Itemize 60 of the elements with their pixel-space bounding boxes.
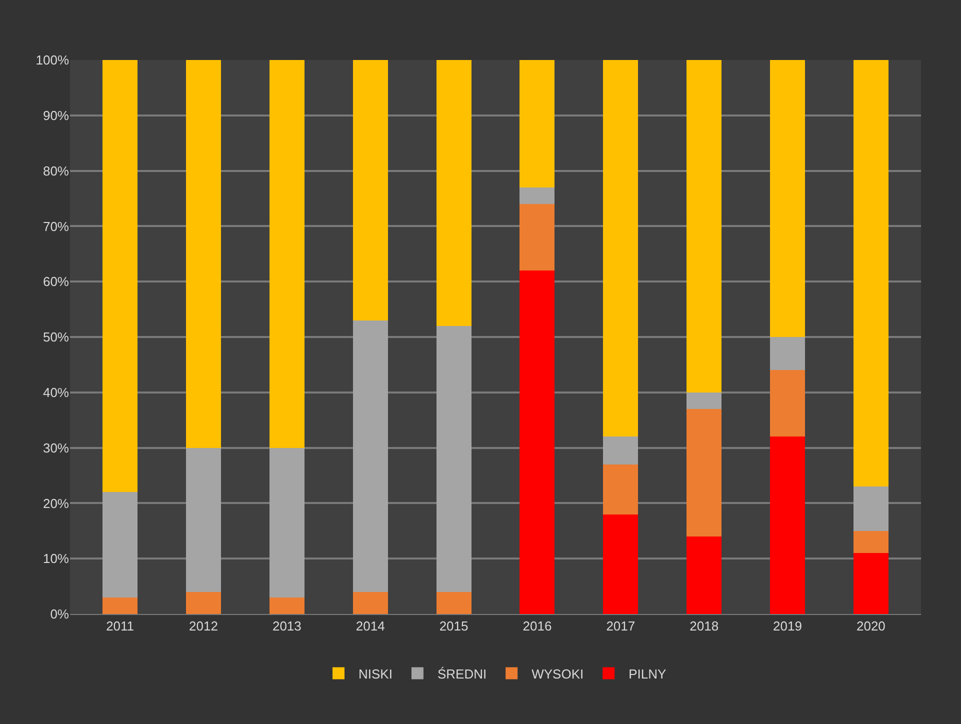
y-tick-label: 0% — [50, 606, 70, 622]
y-tick-label: 60% — [42, 274, 70, 290]
bar — [603, 514, 638, 614]
bar — [686, 409, 722, 536]
bar — [603, 60, 638, 437]
bar — [603, 436, 638, 464]
bar — [520, 270, 555, 614]
bar — [853, 60, 888, 487]
bar — [520, 204, 555, 271]
bar — [603, 464, 638, 514]
bar — [853, 486, 888, 531]
x-tick-label: 2017 — [606, 618, 636, 634]
bar — [186, 60, 222, 448]
bar — [269, 448, 304, 598]
bar — [436, 60, 472, 326]
bar — [269, 60, 304, 448]
legend-label: ŚREDNI — [437, 666, 487, 682]
y-tick-label: 100% — [36, 52, 70, 68]
bar — [352, 592, 388, 614]
x-tick-label: 2011 — [106, 618, 134, 634]
legend-label: WYSOKI — [532, 666, 584, 682]
bar — [186, 592, 222, 614]
x-tick-label: 2016 — [522, 618, 552, 634]
bar — [770, 60, 806, 337]
bar — [770, 337, 806, 370]
x-tick-label: 2015 — [439, 618, 468, 634]
y-tick-label: 20% — [42, 496, 70, 511]
y-tick-label: 90% — [42, 108, 70, 123]
bar — [770, 436, 806, 614]
bar — [770, 370, 806, 437]
bar — [520, 187, 555, 204]
y-tick-label: 40% — [42, 384, 70, 400]
bar — [686, 392, 722, 410]
x-tick-label: 2018 — [690, 618, 719, 634]
y-tick-label: 80% — [42, 163, 70, 178]
y-tick-label: 10% — [42, 551, 70, 566]
bar — [520, 60, 555, 188]
bar — [186, 448, 222, 592]
bar — [853, 530, 888, 554]
legend-label: NISKI — [358, 666, 392, 682]
bar — [686, 60, 722, 392]
y-tick-label: 70% — [42, 218, 70, 234]
y-tick-label: 30% — [42, 440, 70, 456]
bar — [102, 492, 138, 598]
x-tick-label: 2019 — [773, 618, 802, 634]
bar — [436, 326, 472, 592]
bar — [853, 553, 888, 614]
bar — [436, 592, 472, 614]
bar — [102, 60, 138, 492]
bar — [686, 536, 722, 614]
bar — [269, 597, 304, 614]
legend-label: PILNY — [628, 666, 667, 682]
x-tick-label: 2020 — [856, 618, 886, 634]
x-tick-label: 2012 — [189, 618, 218, 634]
y-tick-label: 50% — [42, 330, 70, 345]
x-tick-label: 2013 — [272, 618, 302, 634]
bar — [352, 320, 388, 592]
bar — [102, 597, 138, 614]
x-tick-label: 2014 — [356, 618, 385, 634]
bar — [352, 60, 388, 320]
